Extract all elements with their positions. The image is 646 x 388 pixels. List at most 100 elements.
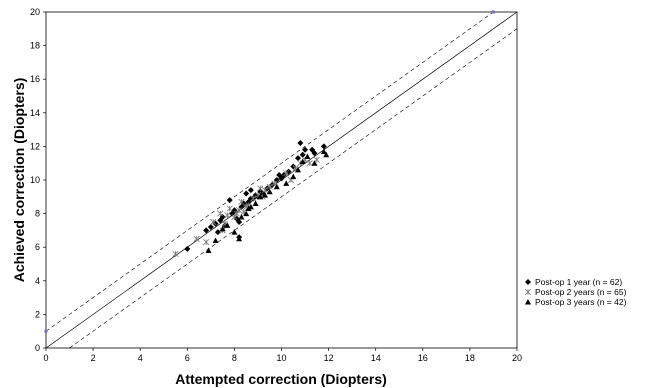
- x-tick-label: 12: [324, 353, 334, 363]
- upper-bound-line: [46, 12, 494, 332]
- data-point-series-3: [320, 148, 327, 154]
- data-point-series-1: [302, 146, 309, 153]
- data-point-series-1: [280, 171, 287, 178]
- data-point-series-1: [285, 168, 292, 175]
- x-tick-label: 6: [185, 353, 190, 363]
- data-point-series-2: [172, 250, 179, 258]
- y-tick-label: 12: [30, 141, 40, 151]
- y-axis-ticks: 0 2 4 6 8 10 12 14 16 18 20: [30, 7, 46, 353]
- data-point-series-1: [320, 143, 327, 150]
- data-point-series-3: [205, 247, 212, 254]
- data-point-series-3: [231, 229, 238, 235]
- anchor-point: [491, 10, 495, 14]
- x-tick-label: 10: [276, 353, 286, 363]
- y-tick-label: 4: [35, 276, 40, 286]
- x-axis-title: Attempted correction (Diopters): [175, 371, 387, 387]
- legend-marker-2: [524, 288, 532, 296]
- data-point-series-2: [236, 207, 243, 214]
- y-axis-title: Achieved correction (Diopters): [11, 78, 27, 283]
- data-point-series-1: [240, 200, 247, 207]
- data-point-series-1: [273, 177, 280, 183]
- legend-label: Post-op 3 years (n = 42): [535, 297, 627, 307]
- data-point-series-2: [193, 235, 200, 242]
- data-point-series-3: [236, 235, 243, 242]
- data-point-series-1: [231, 207, 238, 214]
- data-point-series-2: [257, 185, 264, 192]
- data-point-series-1: [294, 155, 301, 162]
- data-point-series-2: [210, 218, 217, 226]
- y-tick-label: 20: [30, 7, 40, 17]
- y-tick-label: 10: [30, 175, 40, 185]
- data-point-series-3: [224, 222, 231, 228]
- data-point-series-2: [231, 213, 238, 221]
- data-point-series-2: [226, 205, 233, 212]
- data-point-series-3: [323, 151, 330, 158]
- data-point-series-1: [247, 195, 254, 202]
- y-tick-label: 18: [30, 41, 40, 51]
- data-point-series-1: [299, 151, 306, 158]
- data-point-series-3: [290, 173, 297, 180]
- data-point-series-1: [212, 220, 219, 227]
- data-point-series-3: [262, 192, 269, 198]
- data-point-series-2: [250, 195, 257, 202]
- data-point-series-2: [217, 210, 224, 217]
- data-point-series-1: [243, 190, 250, 197]
- legend-marker-3: [525, 299, 531, 305]
- data-point-series-1: [207, 224, 214, 231]
- data-point-series-2: [238, 198, 245, 205]
- data-point-series-2: [261, 186, 269, 194]
- data-point-series-1: [269, 182, 276, 189]
- data-point-series-2: [283, 170, 290, 177]
- data-point-series-1: [297, 140, 304, 147]
- legend: Post-op 1 year (n = 62)Post-op 2 years (…: [524, 277, 627, 307]
- data-point-series-3: [311, 160, 318, 166]
- legend-marker-1: [525, 279, 531, 285]
- y-tick-label: 16: [30, 74, 40, 84]
- data-point-series-2: [203, 239, 210, 246]
- data-point-series-3: [243, 210, 250, 217]
- data-point-series-1: [226, 197, 233, 204]
- data-point-series-3: [212, 237, 219, 243]
- y-tick-label: 0: [35, 343, 40, 353]
- x-tick-label: 16: [418, 353, 428, 363]
- data-point-series-1: [311, 150, 318, 157]
- data-point-series-3: [238, 213, 245, 220]
- data-point-series-3: [304, 153, 311, 159]
- data-point-series-3: [266, 188, 273, 195]
- data-point-series-3: [294, 166, 301, 173]
- data-point-series-2: [224, 212, 231, 219]
- x-tick-label: 14: [371, 353, 381, 363]
- legend-label: Post-op 1 year (n = 62): [535, 277, 622, 287]
- data-point-series-1: [184, 245, 191, 252]
- data-point-series-1: [236, 219, 243, 225]
- anchor-point: [44, 329, 48, 333]
- data-point-series-1: [264, 185, 271, 192]
- data-point-series-1: [290, 163, 297, 170]
- data-point-series-3: [283, 180, 290, 186]
- x-tick-label: 20: [512, 353, 522, 363]
- data-point-series-3: [299, 158, 306, 165]
- data-point-series-3: [257, 193, 264, 200]
- data-point-series-2: [266, 183, 273, 190]
- y-tick-label: 8: [35, 209, 40, 219]
- data-point-series-1: [217, 217, 224, 224]
- x-axis-ticks: 0 2 4 6 8 10 12 14 16 18 20: [43, 348, 522, 363]
- data-point-series-3: [252, 200, 259, 207]
- x-tick-label: 4: [138, 353, 143, 363]
- x-tick-label: 2: [91, 353, 96, 363]
- data-point-series-1: [203, 227, 210, 234]
- data-points: [44, 10, 495, 333]
- y-tick-label: 2: [35, 309, 40, 319]
- x-tick-label: 8: [232, 353, 237, 363]
- x-tick-label: 0: [43, 353, 48, 363]
- data-point-series-3: [219, 225, 226, 232]
- y-tick-label: 6: [35, 242, 40, 252]
- data-point-series-1: [214, 229, 221, 236]
- data-point-series-3: [273, 183, 280, 190]
- data-point-series-2: [233, 210, 240, 217]
- x-tick-label: 18: [465, 353, 475, 363]
- data-point-series-2: [306, 160, 313, 167]
- lower-bound-line: [69, 28, 517, 348]
- data-point-series-1: [247, 187, 254, 194]
